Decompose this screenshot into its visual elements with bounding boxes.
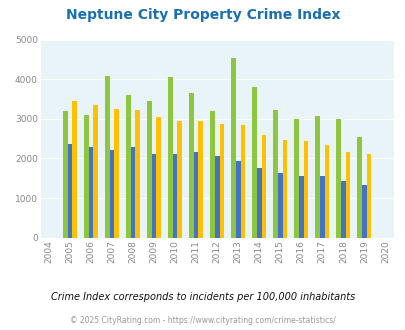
- Bar: [256, 168, 261, 238]
- Bar: [198, 121, 202, 238]
- Bar: [219, 124, 224, 238]
- Bar: [231, 58, 235, 238]
- Bar: [114, 109, 119, 238]
- Bar: [109, 150, 114, 238]
- Bar: [294, 119, 298, 238]
- Bar: [273, 110, 277, 238]
- Bar: [340, 182, 345, 238]
- Bar: [366, 154, 371, 238]
- Bar: [189, 93, 194, 238]
- Bar: [240, 125, 245, 238]
- Bar: [298, 176, 303, 238]
- Bar: [177, 121, 182, 238]
- Bar: [93, 105, 98, 238]
- Text: © 2025 CityRating.com - https://www.cityrating.com/crime-statistics/: © 2025 CityRating.com - https://www.city…: [70, 316, 335, 325]
- Bar: [130, 147, 135, 238]
- Bar: [356, 137, 361, 238]
- Text: Neptune City Property Crime Index: Neptune City Property Crime Index: [66, 8, 339, 22]
- Bar: [303, 141, 307, 238]
- Bar: [135, 110, 140, 238]
- Bar: [147, 101, 151, 238]
- Bar: [89, 147, 93, 238]
- Bar: [235, 161, 240, 238]
- Legend: Neptune City, New Jersey, National: Neptune City, New Jersey, National: [80, 326, 354, 330]
- Bar: [214, 156, 219, 238]
- Bar: [156, 117, 161, 238]
- Bar: [105, 76, 109, 238]
- Bar: [361, 185, 366, 238]
- Bar: [315, 116, 319, 238]
- Text: Crime Index corresponds to incidents per 100,000 inhabitants: Crime Index corresponds to incidents per…: [51, 292, 354, 302]
- Bar: [210, 111, 214, 238]
- Bar: [319, 176, 324, 238]
- Bar: [68, 144, 72, 238]
- Bar: [84, 115, 89, 238]
- Bar: [261, 135, 266, 238]
- Bar: [173, 154, 177, 238]
- Bar: [194, 152, 198, 238]
- Bar: [72, 101, 77, 238]
- Bar: [151, 154, 156, 238]
- Bar: [336, 119, 340, 238]
- Bar: [345, 152, 350, 238]
- Bar: [282, 140, 286, 238]
- Bar: [63, 111, 68, 238]
- Bar: [324, 145, 328, 238]
- Bar: [126, 95, 130, 238]
- Bar: [252, 87, 256, 238]
- Bar: [277, 173, 282, 238]
- Bar: [168, 77, 173, 238]
